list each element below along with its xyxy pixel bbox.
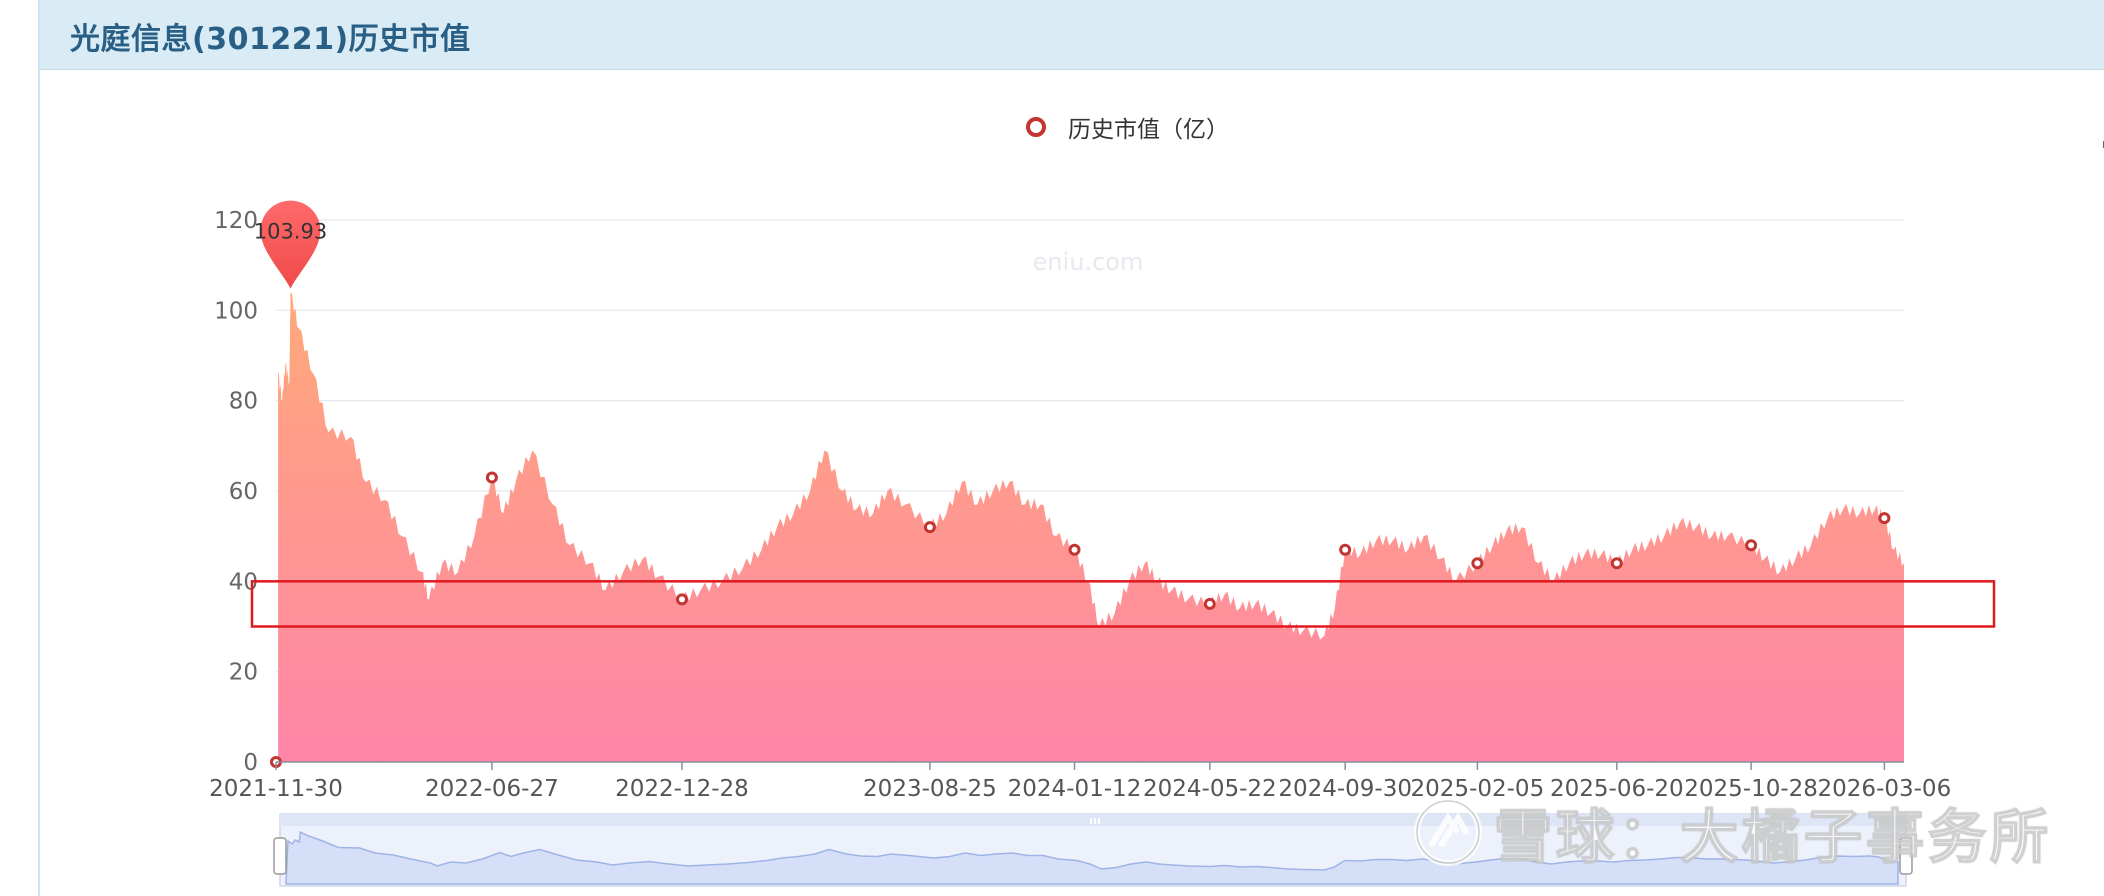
zoom-drag-grip-icon[interactable] [1094, 818, 1096, 824]
data-point[interactable] [1745, 539, 1758, 552]
data-point[interactable] [1068, 543, 1081, 556]
x-tick-label: 2022-06-27 [425, 776, 559, 802]
x-tick-label: 2024-09-30 [1278, 776, 1412, 802]
market-cap-area [278, 292, 1905, 762]
data-point[interactable] [675, 593, 688, 606]
legend-label: 历史市值（亿） [1068, 117, 1229, 143]
max-value-pin[interactable]: 103.93 [254, 200, 327, 289]
x-tick-label: 2026-03-06 [1818, 776, 1952, 802]
y-tick-label: 20 [229, 660, 258, 686]
legend-circle-icon [1026, 117, 1046, 137]
max-value-label: 103.93 [254, 220, 327, 244]
zoom-slider-top-bar[interactable] [280, 814, 1906, 826]
xueqiu-watermark: 雪球：大橘子事务所 [1412, 790, 2052, 874]
y-tick-label: 0 [243, 750, 258, 776]
zoom-drag-grip-icon[interactable] [1098, 818, 1100, 824]
data-point[interactable] [923, 521, 936, 534]
zoom-drag-grip-icon[interactable] [1090, 818, 1092, 824]
x-tick-label: 2025-10-28 [1684, 776, 1818, 802]
y-tick-label: 60 [229, 479, 258, 505]
y-tick-label: 120 [214, 208, 258, 234]
y-tick-label: 100 [214, 298, 258, 324]
x-tick-label: 2024-01-12 [1008, 776, 1142, 802]
x-tick-label: 2025-02-05 [1411, 776, 1545, 802]
panel-header: 光庭信息(301221)历史市值 [40, 0, 2104, 70]
zoom-handle-left[interactable] [273, 837, 287, 875]
y-tick-label: 80 [229, 389, 258, 415]
x-tick-label: 2024-05-22 [1143, 776, 1277, 802]
data-point[interactable] [1471, 557, 1484, 570]
max-pin-shape [260, 200, 321, 289]
data-point[interactable] [1610, 557, 1623, 570]
legend-item[interactable]: 历史市值（亿） [1026, 110, 1229, 144]
x-tick-label: 2023-08-25 [863, 776, 997, 802]
x-tick-label: 2021-11-30 [209, 776, 343, 802]
data-point[interactable] [485, 471, 498, 484]
x-tick-label: 2022-12-28 [615, 776, 749, 802]
zoom-mini-area [285, 830, 1899, 885]
data-point[interactable] [1203, 597, 1216, 610]
data-point[interactable] [1878, 512, 1891, 525]
xueqiu-logo-icon [1414, 798, 1482, 866]
watermark-brand: 雪球：大橘子事务所 [1493, 802, 2053, 872]
highlight-box [250, 580, 1996, 628]
data-point[interactable] [1339, 543, 1352, 556]
site-watermark: eniu.com [1033, 248, 1144, 276]
page-title: 光庭信息(301221)历史市值 [70, 22, 471, 57]
x-tick-label: 2025-06-20 [1550, 776, 1684, 802]
zoom-handle-right[interactable] [1899, 837, 1913, 875]
